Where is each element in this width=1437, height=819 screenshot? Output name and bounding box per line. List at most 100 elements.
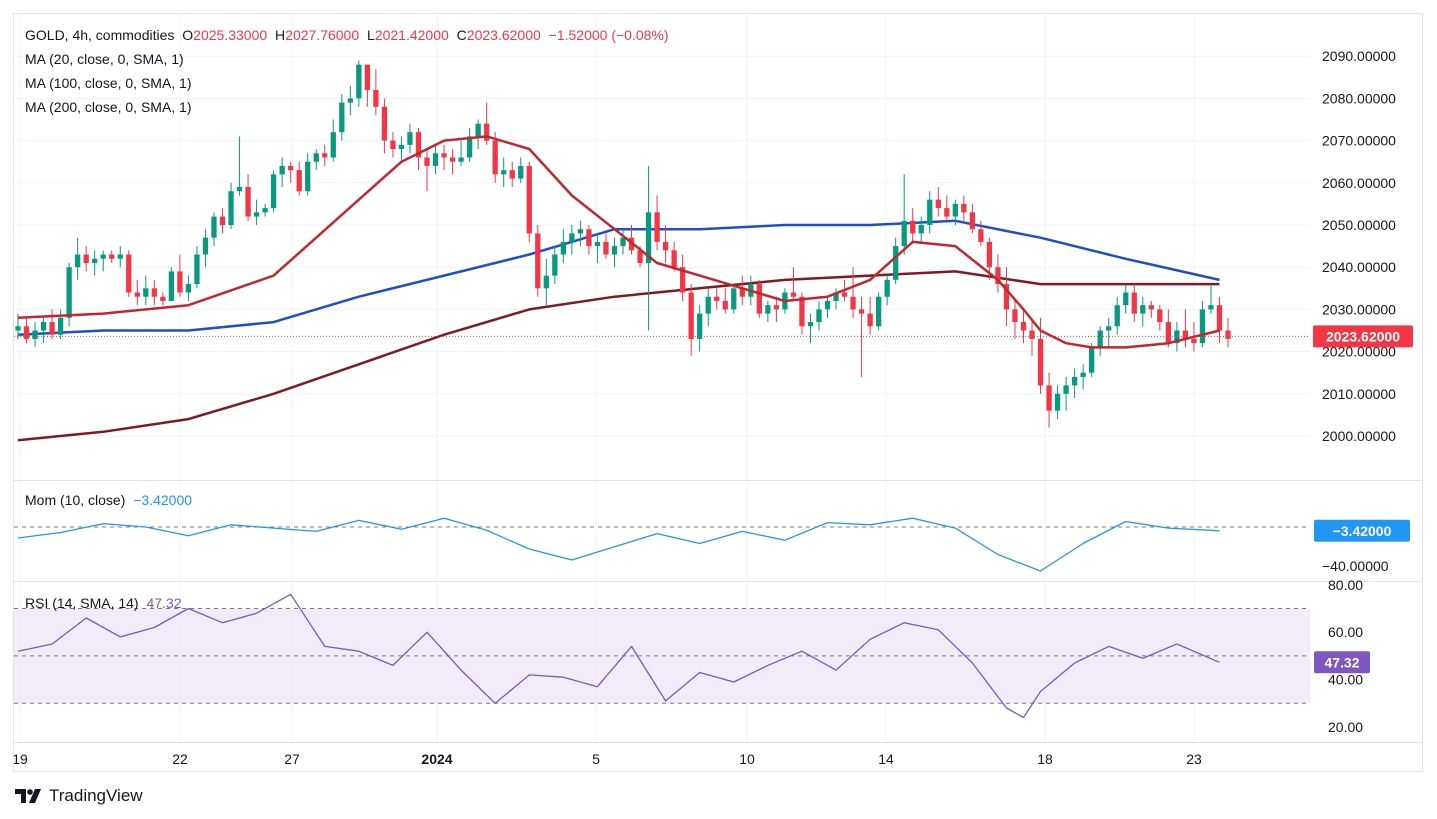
candle-body xyxy=(637,250,643,263)
candle-body xyxy=(560,241,566,255)
candle-body xyxy=(645,212,652,263)
mom-legend[interactable]: Mom (10, close) −3.42000 xyxy=(25,492,196,508)
candle xyxy=(339,94,345,141)
candle xyxy=(518,157,524,183)
candle xyxy=(671,241,677,272)
candle xyxy=(1216,296,1223,344)
chart-canvas[interactable]: 2000.00000 2010.00000 2020.00000 2030.00000… xyxy=(14,14,1422,771)
ma200-legend[interactable]: MA (200, close, 0, SMA, 1) xyxy=(25,99,192,115)
candle xyxy=(944,195,950,221)
candle-body xyxy=(1029,330,1035,339)
candle-body xyxy=(424,157,430,166)
candle xyxy=(620,229,626,255)
candle-body xyxy=(432,153,439,166)
candle xyxy=(458,140,464,166)
candle-body xyxy=(697,313,703,339)
candle-body xyxy=(518,165,524,179)
price-tick-label: 2040.00000 xyxy=(1322,259,1396,275)
candle xyxy=(1114,296,1120,335)
candle xyxy=(1208,284,1214,314)
candle xyxy=(390,132,396,158)
candle-body xyxy=(151,288,157,297)
candle-body xyxy=(910,220,916,234)
candle xyxy=(586,225,592,255)
candle-body xyxy=(134,292,140,297)
candle-body xyxy=(1123,292,1129,306)
candle-body xyxy=(49,322,55,335)
candle xyxy=(49,309,55,339)
ma20-legend[interactable]: MA (20, close, 0, SMA, 1) xyxy=(25,51,184,67)
candle-body xyxy=(918,225,924,234)
candle xyxy=(75,237,81,280)
ma200-line xyxy=(17,270,1220,442)
candle xyxy=(441,144,447,171)
candle xyxy=(23,317,30,344)
candle-body xyxy=(893,246,899,280)
candle-body xyxy=(688,292,694,339)
candle xyxy=(270,170,277,213)
candle xyxy=(492,132,498,183)
candle xyxy=(875,292,882,331)
candle xyxy=(569,225,575,255)
mom-line xyxy=(17,517,1220,572)
candle xyxy=(1012,300,1018,339)
time-tick-label: 2024 xyxy=(421,751,452,767)
price-tick-label: 2000.00000 xyxy=(1322,428,1396,444)
candle-body xyxy=(662,241,669,251)
candle-body xyxy=(986,241,993,268)
candle xyxy=(978,220,984,247)
candle-body xyxy=(1225,330,1231,339)
ma100-legend[interactable]: MA (100, close, 0, SMA, 1) xyxy=(25,75,192,91)
candle xyxy=(501,157,507,188)
candle xyxy=(1225,317,1231,348)
candle xyxy=(680,254,686,301)
candle-body xyxy=(296,170,302,192)
rsi-legend[interactable]: RSI (14, SMA, 14) 47.32 xyxy=(25,595,186,611)
candle-body xyxy=(330,132,336,158)
candle xyxy=(526,161,532,242)
candle xyxy=(833,288,839,310)
mom-value-text: −3.42000 xyxy=(1333,523,1392,539)
low-value: 2021.42000 xyxy=(374,27,449,43)
change-value: −1.52000 (−0.08%) xyxy=(548,27,669,43)
candle-body xyxy=(15,326,21,331)
candle xyxy=(364,64,371,107)
candle-body xyxy=(1037,338,1044,386)
candle xyxy=(151,279,157,306)
candle-body xyxy=(833,292,839,301)
candle-body xyxy=(1199,309,1206,344)
candle-body xyxy=(858,309,865,314)
candle-body xyxy=(765,305,771,314)
time-tick-label: 19 xyxy=(14,751,28,767)
candle xyxy=(952,199,958,225)
candle xyxy=(739,275,745,306)
candle xyxy=(765,300,771,323)
candle-body xyxy=(807,322,814,327)
candle xyxy=(1140,296,1146,327)
candle-body xyxy=(66,267,72,318)
candle-body xyxy=(594,241,601,247)
candle xyxy=(381,98,388,154)
candle xyxy=(296,161,302,196)
candle xyxy=(1199,300,1206,348)
candle-body xyxy=(543,275,549,289)
candle-body xyxy=(270,174,277,209)
candle-body xyxy=(552,254,558,276)
close-label: C xyxy=(456,27,467,43)
candle xyxy=(509,161,515,188)
candle xyxy=(961,195,967,221)
candle-body xyxy=(441,153,447,158)
candle-body xyxy=(995,267,1001,285)
mom-value-badge xyxy=(1314,519,1410,542)
candle-body xyxy=(1191,338,1197,344)
candle xyxy=(109,250,115,263)
candle xyxy=(245,174,251,221)
candle xyxy=(731,284,737,314)
candle-body xyxy=(824,300,831,310)
candle-body xyxy=(1080,372,1086,377)
candle-body xyxy=(253,212,260,217)
candle xyxy=(807,313,814,344)
candle-body xyxy=(279,165,285,175)
tradingview-logo[interactable]: TradingView xyxy=(15,786,143,806)
candle xyxy=(603,233,609,259)
